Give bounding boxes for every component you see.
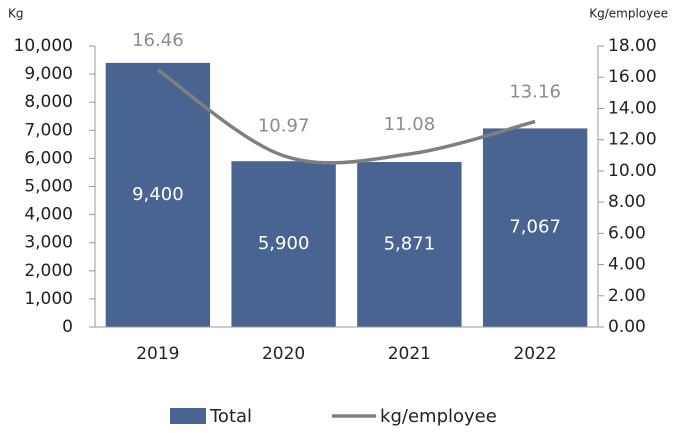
y-tick-label: 0 [62, 317, 73, 337]
y-tick-label: 2,000 [24, 261, 73, 281]
bar-value-label: 7,067 [509, 217, 561, 238]
legend-swatch [170, 408, 206, 424]
bar [231, 161, 336, 327]
line [156, 68, 536, 165]
line-value-label: 10.97 [258, 116, 310, 137]
y-tick-label: 8,000 [24, 92, 73, 112]
y2-tick-label: 12.00 [608, 130, 657, 150]
y-tick-label: 1,000 [24, 289, 73, 309]
line-value-label: 16.46 [132, 30, 184, 51]
y-tick-label: 3,000 [24, 233, 73, 253]
bar [357, 162, 462, 327]
legend-label: Total [209, 406, 252, 427]
y2-tick-label: 6.00 [608, 223, 646, 243]
x-tick-label: 2022 [513, 344, 556, 364]
bar [482, 128, 588, 327]
y2-tick-label: 18.00 [608, 36, 657, 56]
y2-tick-label: 8.00 [608, 192, 646, 212]
y-tick-label: 5,000 [24, 177, 73, 197]
x-tick-label: 2021 [388, 344, 431, 364]
legend-label: kg/employee [380, 406, 497, 427]
x-tick-label: 2019 [136, 344, 179, 364]
y-axis-label: Kg [8, 7, 24, 21]
y-tick-label: 9,000 [24, 64, 73, 84]
y-tick-label: 10,000 [14, 36, 73, 56]
bar-value-label: 5,871 [384, 234, 436, 255]
y2-axis-label: Kg/employee [589, 7, 668, 21]
y2-tick-label: 2.00 [608, 286, 646, 306]
y2-tick-label: 0.00 [608, 317, 646, 337]
y2-tick-label: 10.00 [608, 161, 657, 181]
y-tick-label: 7,000 [24, 120, 73, 140]
y-tick-label: 6,000 [24, 148, 73, 168]
bar [105, 62, 211, 328]
bar-value-label: 9,400 [132, 184, 184, 205]
x-tick-label: 2020 [262, 344, 305, 364]
line-value-label: 13.16 [509, 82, 561, 103]
bar-value-label: 5,900 [258, 233, 310, 254]
y2-tick-label: 16.00 [608, 67, 657, 87]
y2-tick-label: 14.00 [608, 98, 657, 118]
y-tick-label: 4,000 [24, 205, 73, 225]
y2-tick-label: 4.00 [608, 255, 646, 275]
line-value-label: 11.08 [384, 114, 436, 135]
